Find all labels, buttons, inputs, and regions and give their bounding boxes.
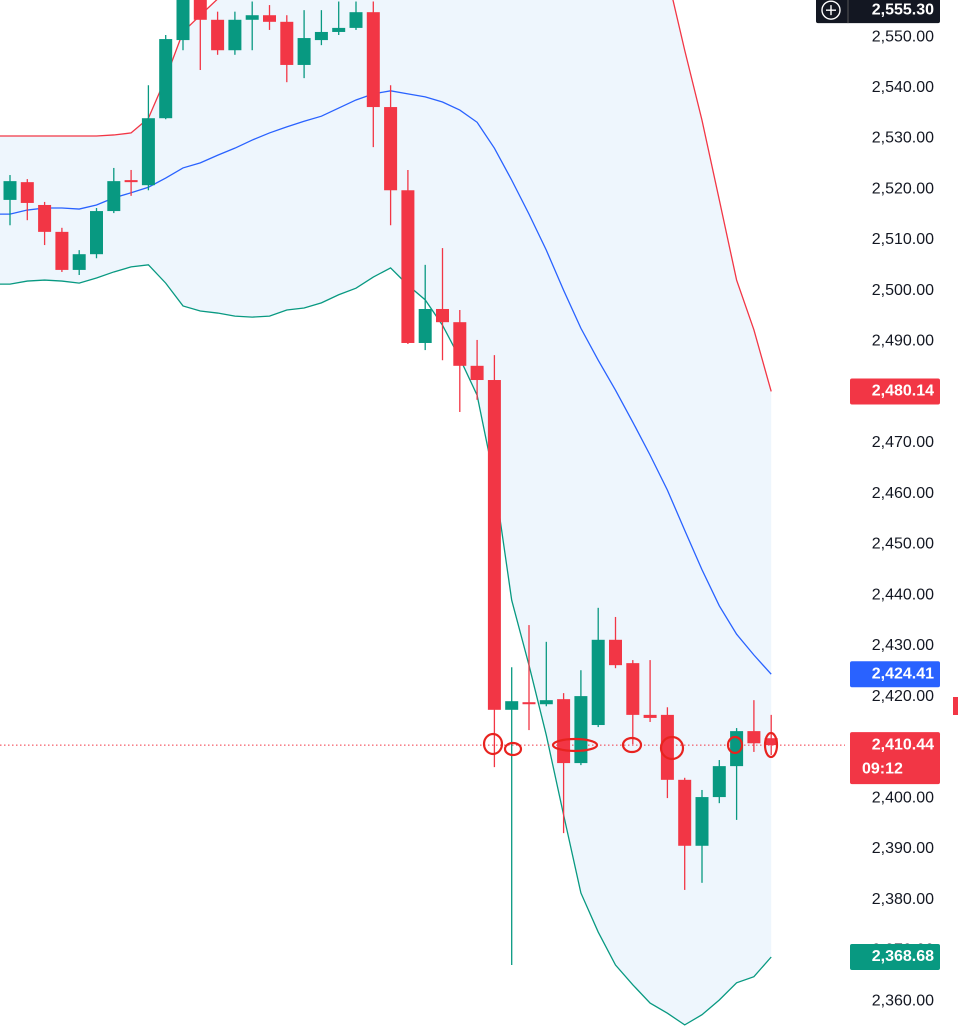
y-tick-label: 2,510.00 xyxy=(872,231,934,248)
candle-body xyxy=(695,797,709,846)
candle-body xyxy=(574,696,588,764)
price-tag-label: 2,368.68 xyxy=(872,948,934,965)
candle-body xyxy=(228,19,242,51)
y-tick-label: 2,500.00 xyxy=(872,282,934,299)
price-tag-label: 2,555.30 xyxy=(872,1,934,18)
candle-body xyxy=(332,27,346,32)
candle-body xyxy=(366,12,380,108)
candle-body xyxy=(557,699,571,764)
crosshair-icon xyxy=(821,0,841,20)
y-tick-label: 2,470.00 xyxy=(872,434,934,451)
candle-body xyxy=(3,181,17,200)
candle-body xyxy=(193,0,207,20)
candle-body xyxy=(90,211,103,255)
y-tick-label: 2,420.00 xyxy=(872,688,934,705)
candle-body xyxy=(401,190,415,343)
candle-body xyxy=(660,714,674,780)
candle-body xyxy=(470,365,484,381)
y-tick-label: 2,520.00 xyxy=(872,180,934,197)
candle-body xyxy=(176,0,190,41)
y-tick-label: 2,380.00 xyxy=(872,891,934,908)
annotation-circle xyxy=(482,732,504,756)
candle-body xyxy=(159,39,173,119)
band-fill xyxy=(0,0,772,1025)
price-tag-label: 2,480.14 xyxy=(872,383,934,400)
candle-body xyxy=(539,700,553,705)
annotation-circle xyxy=(659,735,685,761)
y-tick-label: 2,450.00 xyxy=(872,536,934,553)
band-line xyxy=(0,0,772,392)
band-line xyxy=(0,90,772,675)
y-tick-label: 2,460.00 xyxy=(872,485,934,502)
y-tick-label: 2,550.00 xyxy=(872,28,934,45)
price-tag-bg xyxy=(850,732,940,785)
candle-body xyxy=(349,12,363,28)
candle-body xyxy=(124,180,138,183)
candle-body xyxy=(384,107,398,191)
candle-body xyxy=(72,254,86,270)
candle-body xyxy=(747,731,761,744)
candle-body xyxy=(643,714,657,718)
candle-body xyxy=(487,380,501,710)
crosshair-icon xyxy=(826,5,836,16)
y-tick-label: 2,360.00 xyxy=(872,992,934,1009)
price-tag-bg xyxy=(850,378,940,405)
y-tick-label: 2,390.00 xyxy=(872,840,934,857)
y-tick-label: 2,400.00 xyxy=(872,789,934,806)
annotation-circle xyxy=(551,737,599,753)
price-tag-bg xyxy=(816,0,940,24)
annotation-circle xyxy=(726,735,744,755)
y-tick-label: 2,490.00 xyxy=(872,333,934,350)
annotation-circle xyxy=(763,731,779,759)
price-axis: 2,360.002,370.002,380.002,390.002,400.00… xyxy=(872,28,934,1009)
candle-body xyxy=(609,639,622,666)
price-tag-bg xyxy=(850,661,940,688)
candle-body xyxy=(418,308,432,343)
price-tag-label: 2,424.41 xyxy=(872,665,934,682)
candle-body xyxy=(764,738,778,746)
plot-area xyxy=(0,0,845,1026)
candle-body xyxy=(211,19,225,51)
price-tag-bg xyxy=(850,943,940,970)
candle-body xyxy=(107,181,121,212)
annotations xyxy=(482,731,779,761)
candle-body xyxy=(280,21,294,65)
candle-body xyxy=(20,182,34,203)
candle-body xyxy=(314,31,328,41)
candle-body xyxy=(591,639,605,726)
candle-body xyxy=(245,15,259,20)
candle-body xyxy=(678,779,692,846)
candle-body xyxy=(263,15,276,22)
band-line xyxy=(0,264,772,1026)
y-tick-label: 2,440.00 xyxy=(872,586,934,603)
candle-body xyxy=(38,204,52,232)
countdown-label: 09:12 xyxy=(862,760,903,777)
candle-body xyxy=(141,118,155,186)
candle-body xyxy=(297,38,311,65)
candle-body xyxy=(436,308,449,323)
annotation-circle xyxy=(503,741,523,757)
candle-body xyxy=(505,701,519,710)
y-tick-label: 2,540.00 xyxy=(872,79,934,96)
candle-body xyxy=(626,663,640,715)
candle-body xyxy=(55,231,69,270)
price-tag-label: 2,410.44 xyxy=(872,736,934,753)
candle-body xyxy=(522,702,536,705)
annotation-circle xyxy=(621,736,643,754)
y-tick-label: 2,430.00 xyxy=(872,637,934,654)
y-tick-label: 2,530.00 xyxy=(872,130,934,147)
edge-marker xyxy=(953,697,958,715)
candle-body xyxy=(712,766,726,798)
price-tags: 2,555.30 2,480.14 2,424.41 2,410.44 09:12 2,3… xyxy=(816,0,940,970)
candle-body xyxy=(453,322,467,366)
